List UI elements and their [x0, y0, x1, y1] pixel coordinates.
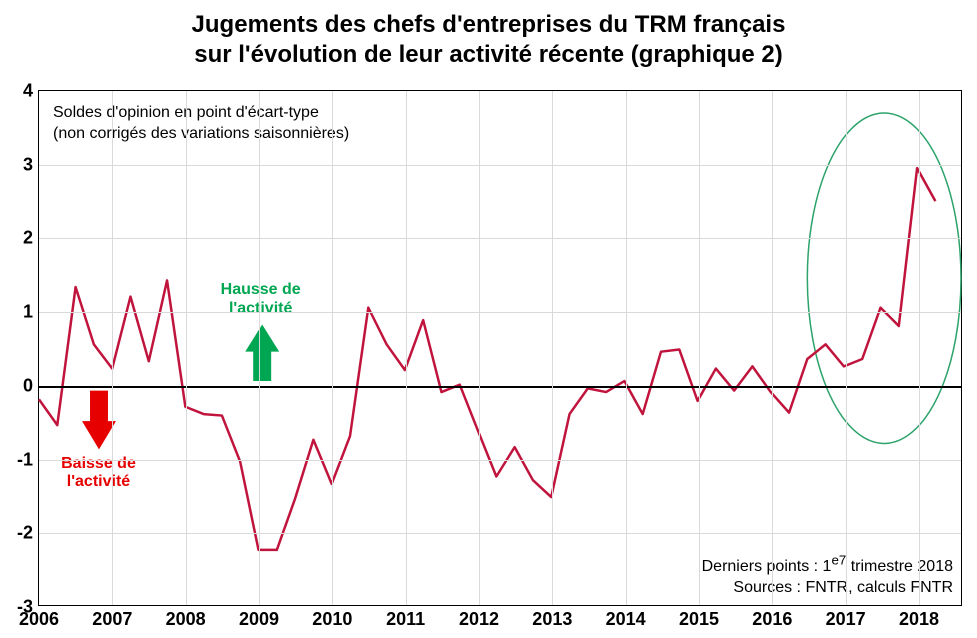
- hausse-line-1: Hausse de: [221, 281, 301, 298]
- footer-post: trimestre 2018: [846, 558, 953, 575]
- y-tick-label: -1: [17, 449, 33, 470]
- grid-line-vertical: [552, 91, 553, 605]
- x-tick-label: 2008: [166, 609, 206, 630]
- x-tick-label: 2009: [239, 609, 279, 630]
- subtitle-line-2: (non corrigés des variations saisonnière…: [53, 125, 349, 142]
- x-tick-label: 2006: [19, 609, 59, 630]
- x-tick-label: 2010: [312, 609, 352, 630]
- grid-line-vertical: [112, 91, 113, 605]
- footer-line-1: Derniers points : 1e7 trimestre 2018: [702, 558, 953, 575]
- x-tick-label: 2018: [899, 609, 939, 630]
- grid-line-vertical: [919, 91, 920, 605]
- x-tick-label: 2016: [752, 609, 792, 630]
- grid-line-horizontal: [39, 386, 961, 388]
- x-tick-label: 2017: [826, 609, 866, 630]
- data-line: [39, 168, 935, 550]
- x-tick-label: 2015: [679, 609, 719, 630]
- baisse-line-2: l'activité: [67, 473, 130, 490]
- grid-line-vertical: [699, 91, 700, 605]
- footer-box: Derniers points : 1e7 trimestre 2018 Sou…: [702, 552, 953, 599]
- footer-sup: e7: [831, 553, 846, 568]
- subtitle-box: Soldes d'opinion en point d'écart-type (…: [53, 103, 349, 145]
- grid-line-horizontal: [39, 238, 961, 239]
- chart-title: Jugements des chefs d'entreprises du TRM…: [0, 10, 977, 70]
- chart-svg: [39, 91, 961, 605]
- y-tick-label: 0: [23, 375, 33, 396]
- arrow-down-icon: [82, 391, 116, 450]
- title-line-2: sur l'évolution de leur activité récente…: [194, 41, 783, 68]
- x-tick-label: 2011: [386, 609, 425, 630]
- x-tick-label: 2012: [459, 609, 499, 630]
- grid-line-vertical: [479, 91, 480, 605]
- grid-line-horizontal: [39, 165, 961, 166]
- grid-line-vertical: [626, 91, 627, 605]
- plot-area: Soldes d'opinion en point d'écart-type (…: [38, 90, 962, 606]
- grid-line-vertical: [406, 91, 407, 605]
- grid-line-horizontal: [39, 460, 961, 461]
- grid-line-horizontal: [39, 312, 961, 313]
- y-tick-label: 1: [23, 302, 33, 323]
- grid-line-vertical: [332, 91, 333, 605]
- y-tick-label: -2: [17, 523, 33, 544]
- y-tick-label: 2: [23, 228, 33, 249]
- grid-line-vertical: [259, 91, 260, 605]
- baisse-line-1: Baisse de: [61, 455, 136, 472]
- chart-container: Jugements des chefs d'entreprises du TRM…: [0, 0, 977, 638]
- highlight-ellipse: [807, 113, 961, 443]
- grid-line-vertical: [846, 91, 847, 605]
- y-tick-label: 3: [23, 154, 33, 175]
- x-tick-label: 2007: [92, 609, 132, 630]
- grid-line-horizontal: [39, 533, 961, 534]
- x-tick-label: 2013: [532, 609, 572, 630]
- title-line-1: Jugements des chefs d'entreprises du TRM…: [192, 11, 786, 38]
- grid-line-vertical: [186, 91, 187, 605]
- y-tick-label: 4: [23, 81, 33, 102]
- grid-line-vertical: [772, 91, 773, 605]
- footer-line-2: Sources : FNTR, calculs FNTR: [733, 579, 953, 596]
- x-tick-label: 2014: [606, 609, 646, 630]
- arrow-up-icon: [245, 325, 279, 382]
- footer-pre: Derniers points : 1: [702, 558, 832, 575]
- hausse-line-2: l'activité: [229, 300, 292, 317]
